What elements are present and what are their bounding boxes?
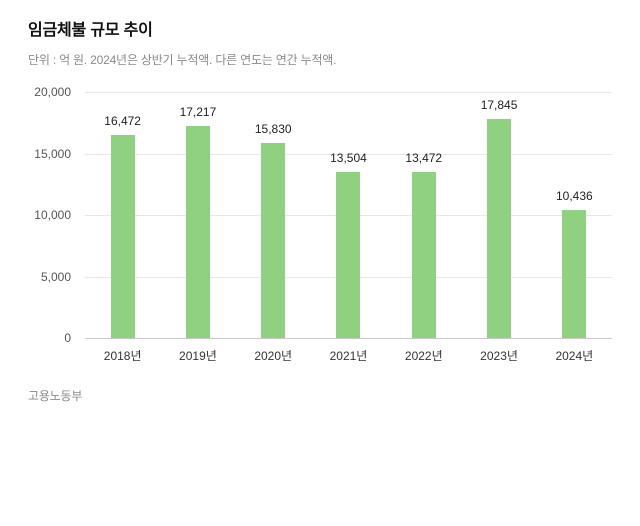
bar xyxy=(336,171,361,338)
bar xyxy=(110,135,135,338)
bar-value-label: 13,472 xyxy=(405,151,443,166)
x-axis-label: 2019년 xyxy=(179,349,217,363)
bar-value-label: 15,830 xyxy=(254,122,292,137)
bars-container: 16,472 2018년 17,217 2019년 15,830 2020년 13,504 2… xyxy=(85,92,612,363)
x-axis-label: 2024년 xyxy=(555,349,594,363)
gridline xyxy=(85,153,612,155)
bar xyxy=(487,118,512,338)
bar-group: 17,217 2019년 xyxy=(160,92,235,363)
bar-group: 16,472 2018년 xyxy=(85,92,160,363)
bar-group: 15,830 2020년 xyxy=(236,92,311,363)
bar xyxy=(562,209,587,338)
y-axis: 0 5,000 10,000 15,000 20,000 xyxy=(28,85,85,345)
y-tick-label: 0 xyxy=(64,331,71,345)
y-tick-label: 15,000 xyxy=(34,146,71,161)
bar-group: 13,504 2021년 xyxy=(311,92,386,363)
y-tick-label: 10,000 xyxy=(34,208,71,222)
bar-value-label: 10,436 xyxy=(555,188,593,203)
bar-group: 10,436 2024년 xyxy=(537,92,612,363)
bar-value-label: 16,472 xyxy=(104,114,141,129)
bar-chart: 0 5,000 10,000 15,000 20,000 16,472 2018년 17,2… xyxy=(28,85,612,363)
x-axis-label: 2022년 xyxy=(404,349,443,363)
bar xyxy=(185,126,210,338)
x-axis-label: 2020년 xyxy=(254,349,293,363)
x-axis-label: 2023년 xyxy=(480,349,518,363)
bar-group: 17,845 2023년 xyxy=(461,92,536,363)
bar-value-label: 17,845 xyxy=(480,97,518,112)
plot-wrap: 0 5,000 10,000 15,000 20,000 16,472 2018년 17,2… xyxy=(28,85,612,363)
bar-value-label: 17,217 xyxy=(179,105,217,120)
plot-area: 16,472 2018년 17,217 2019년 15,830 2020년 13,504 2… xyxy=(85,92,612,363)
x-axis-label: 2018년 xyxy=(103,349,142,363)
bar-value-label: 13,504 xyxy=(330,150,367,165)
bar xyxy=(261,143,286,338)
gridline xyxy=(85,92,612,93)
chart-title: 임금체불 규모 추이 xyxy=(28,22,153,39)
y-tick-label: 20,000 xyxy=(34,85,71,99)
source-label: 고용노동부 xyxy=(28,389,83,403)
bar-group: 13,472 2022년 xyxy=(386,92,461,363)
x-axis-label: 2021년 xyxy=(329,349,368,363)
y-tick-label: 5,000 xyxy=(40,269,71,284)
bar xyxy=(411,172,436,338)
chart-subtitle: 단위 : 억 원. 2024년은 상반기 누적액. 다른 연도는 연간 누적액. xyxy=(28,53,337,67)
